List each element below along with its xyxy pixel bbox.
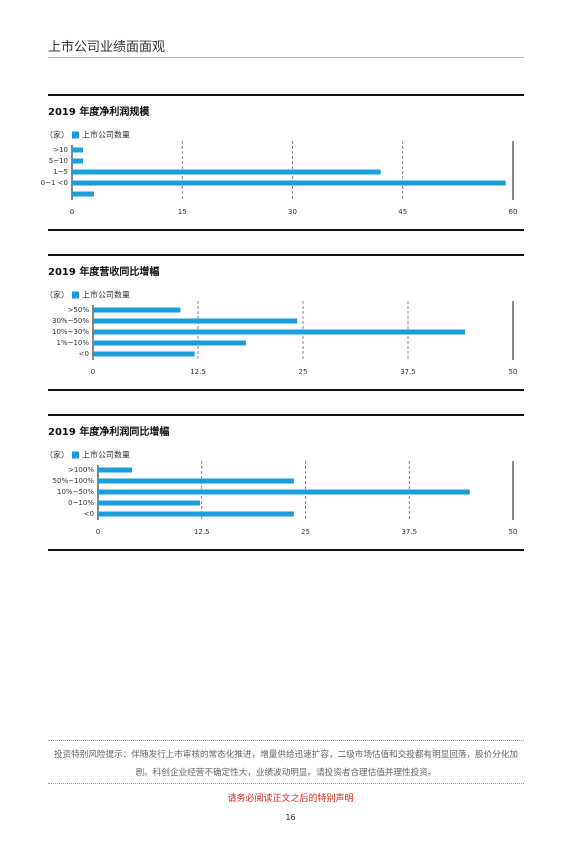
category-label: <0 bbox=[79, 350, 89, 358]
x-tick-label: 12.5 bbox=[194, 528, 210, 536]
chart-title: 2019 年度营收同比增幅 bbox=[48, 265, 159, 278]
category-label: 5~10 bbox=[49, 157, 68, 165]
unit-label: （家） bbox=[45, 130, 69, 140]
x-tick-label: 60 bbox=[509, 208, 518, 216]
bar bbox=[98, 500, 201, 506]
x-tick-label: 50 bbox=[509, 528, 518, 536]
legend-swatch bbox=[72, 451, 79, 459]
category-label: 10%~50% bbox=[57, 488, 94, 496]
bar bbox=[72, 147, 84, 153]
header-rule bbox=[48, 57, 524, 58]
category-label: >100% bbox=[68, 466, 94, 474]
x-tick-label: 0 bbox=[70, 208, 74, 216]
footer-rule bbox=[48, 740, 524, 741]
chart-title: 2019 年度净利润规模 bbox=[48, 105, 150, 118]
bar bbox=[72, 169, 381, 175]
bar bbox=[93, 340, 246, 346]
x-tick-label: 0 bbox=[96, 528, 100, 536]
chart-title: 2019 年度净利润同比增幅 bbox=[48, 425, 169, 438]
page-number: 16 bbox=[285, 813, 296, 822]
category-label: 30%~50% bbox=[52, 317, 89, 325]
x-tick-label: 15 bbox=[178, 208, 187, 216]
bar bbox=[72, 180, 506, 186]
x-tick-label: 37.5 bbox=[400, 368, 416, 376]
footer-rule bbox=[48, 783, 524, 784]
unit-label: （家） bbox=[45, 450, 69, 460]
bar bbox=[93, 351, 195, 357]
bar-chart: 2019 年度净利润同比增幅 （家） 上市公司数量 0 12.5 25 37.5 50 >100… bbox=[45, 414, 524, 551]
x-tick-label: 12.5 bbox=[190, 368, 206, 376]
bar bbox=[98, 478, 294, 484]
x-tick-label: 30 bbox=[288, 208, 297, 216]
legend-swatch bbox=[72, 291, 79, 299]
bar bbox=[93, 307, 181, 313]
bar bbox=[98, 489, 470, 495]
legend-label: 上市公司数量 bbox=[82, 130, 130, 140]
x-tick-label: 25 bbox=[301, 528, 310, 536]
x-tick-label: 45 bbox=[398, 208, 407, 216]
category-label: 0~1 <0 bbox=[41, 179, 68, 187]
x-tick-label: 25 bbox=[299, 368, 308, 376]
x-tick-label: 0 bbox=[91, 368, 95, 376]
legend-swatch bbox=[72, 131, 79, 139]
bar bbox=[98, 467, 133, 473]
bar bbox=[72, 191, 95, 197]
legend-label: 上市公司数量 bbox=[82, 450, 130, 460]
category-label: 0~10% bbox=[68, 499, 94, 507]
category-label: 1%~10% bbox=[56, 339, 89, 347]
bar-chart: 2019 年度净利润规模 （家） 上市公司数量 0 15 30 45 60 >10 5~10 1~5… bbox=[41, 94, 524, 231]
category-label: >50% bbox=[68, 306, 90, 314]
disclaimer: 请务必阅读正文之后的特别声明 bbox=[227, 794, 354, 804]
category-label: 10%~30% bbox=[52, 328, 89, 336]
bar bbox=[72, 158, 84, 164]
x-tick-label: 50 bbox=[509, 368, 518, 376]
bar bbox=[98, 511, 294, 517]
bar-chart: 2019 年度营收同比增幅 （家） 上市公司数量 0 12.5 25 37.5 50 >50% 3… bbox=[45, 254, 524, 391]
legend-label: 上市公司数量 bbox=[82, 290, 130, 300]
category-label: 1~5 bbox=[53, 168, 68, 176]
x-tick-label: 37.5 bbox=[401, 528, 417, 536]
category-label: 50%~100% bbox=[53, 477, 95, 485]
risk-notice: 投资特别风险提示：伴随发行上市审核的常态化推进，增量供给迅速扩容，二级市场估值和… bbox=[53, 750, 519, 778]
category-label: >10 bbox=[53, 146, 68, 154]
header-title: 上市公司业绩面面观 bbox=[48, 40, 166, 55]
category-label: <0 bbox=[84, 510, 94, 518]
unit-label: （家） bbox=[45, 290, 69, 300]
bar bbox=[93, 318, 298, 324]
bar bbox=[93, 329, 466, 335]
